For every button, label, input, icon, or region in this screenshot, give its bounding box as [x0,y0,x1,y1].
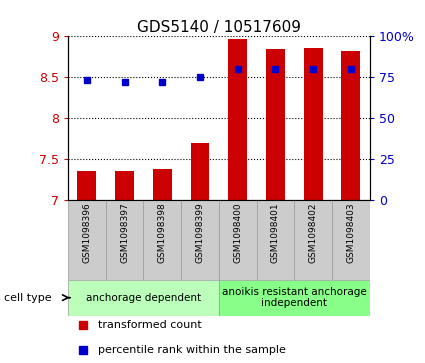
Bar [341,51,360,200]
Bar [68,200,106,280]
Bar [115,171,134,200]
Bar [266,49,285,200]
Text: GSM1098397: GSM1098397 [120,202,129,263]
Bar [219,280,370,316]
Text: GSM1098402: GSM1098402 [309,202,317,262]
Text: GSM1098396: GSM1098396 [82,202,91,263]
Title: GDS5140 / 10517609: GDS5140 / 10517609 [137,20,301,35]
Bar [228,39,247,200]
Bar [144,200,181,280]
Bar [295,200,332,280]
Bar [304,48,323,200]
Text: percentile rank within the sample: percentile rank within the sample [98,345,286,355]
Bar [68,280,219,316]
Text: anoikis resistant anchorage
independent: anoikis resistant anchorage independent [222,287,367,309]
Bar [219,200,257,280]
Bar [190,143,210,200]
Bar [153,170,172,200]
Text: GSM1098401: GSM1098401 [271,202,280,263]
Text: anchorage dependent: anchorage dependent [86,293,201,303]
Bar [332,200,370,280]
Bar [106,200,143,280]
Text: GSM1098403: GSM1098403 [346,202,355,263]
Text: transformed count: transformed count [98,321,202,330]
Bar [181,200,219,280]
Bar [257,200,294,280]
Text: GSM1098399: GSM1098399 [196,202,204,263]
Text: GSM1098400: GSM1098400 [233,202,242,263]
Bar [77,171,96,200]
Text: GSM1098398: GSM1098398 [158,202,167,263]
Text: cell type: cell type [4,293,52,303]
